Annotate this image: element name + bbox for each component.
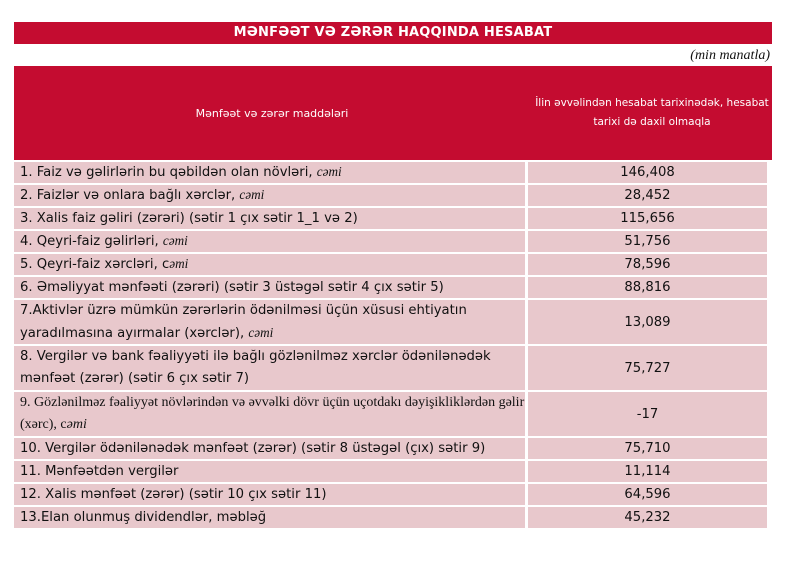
table-row: 8. Vergilər və bank fəaliyyəti ilə bağlı… [14,346,772,390]
row-label: 4. Qeyri-faiz gəlirləri, cəmi [14,231,525,252]
row-label-text: 12. Xalis mənfəət (zərər) (sətir 10 çıx … [20,486,327,502]
row-label: 8. Vergilər və bank fəaliyyəti ilə bağlı… [14,346,525,390]
row-label: 3. Xalis faiz gəliri (zərəri) (sətir 1 ç… [14,208,525,229]
row-value: 146,408 [528,162,767,183]
row-label: 7.Aktivlər üzrə mümkün zərərlərin ödənil… [14,300,525,344]
header-items: Mənfəət və zərər maddələri [195,106,349,120]
table-body: 1. Faiz və gəlirlərin bu qəbildən olan n… [14,162,772,530]
row-value: 75,710 [528,438,767,459]
row-label-suffix: cəmi [316,164,342,179]
row-label: 1. Faiz və gəlirlərin bu qəbildən olan n… [14,162,525,183]
row-label: 9. Gözlənilməz fəaliyyət növlərindən və … [14,392,525,436]
row-value: 75,727 [528,346,767,390]
row-label-suffix: cəmi [162,233,188,248]
table-row: 12. Xalis mənfəət (zərər) (sətir 10 çıx … [14,484,772,505]
row-label-text: 9. Gözlənilməz fəaliyyət növlərindən və … [20,395,525,432]
row-value: 28,452 [528,185,767,206]
table-row: 5. Qeyri-faiz xərcləri, cəmi 78,596 [14,254,772,275]
table-row: 10. Vergilər ödənilənədək mənfəət (zərər… [14,438,772,459]
row-value: 88,816 [528,277,767,298]
table-row: 6. Əməliyyat mənfəəti (zərəri) (sətir 3 … [14,277,772,298]
row-label-text: 10. Vergilər ödənilənədək mənfəət (zərər… [20,440,486,456]
table-row: 4. Qeyri-faiz gəlirləri, cəmi 51,756 [14,231,772,252]
table-row: 1. Faiz və gəlirlərin bu qəbildən olan n… [14,162,772,183]
row-label-suffix: cəmi [248,324,274,340]
row-label: 6. Əməliyyat mənfəəti (zərəri) (sətir 3 … [14,277,525,298]
row-label-suffix: cəmi [239,187,265,202]
table-row: 2. Faizlər və onlara bağlı xərclər, cəmi… [14,185,772,206]
row-label: 5. Qeyri-faiz xərcləri, cəmi [14,254,525,275]
table-row: 13.Elan olunmuş dividendlər, məbləğ 45,23… [14,507,772,528]
table-row: 9. Gözlənilməz fəaliyyət növlərindən və … [14,392,772,436]
row-label: 13.Elan olunmuş dividendlər, məbləğ [14,507,525,528]
row-value: 45,232 [528,507,767,528]
row-value: 115,656 [528,208,767,229]
row-label-text: 5. Qeyri-faiz xərcləri, c [20,257,170,272]
row-value: 64,596 [528,484,767,505]
row-value: 78,596 [528,254,767,275]
row-label: 10. Vergilər ödənilənədək mənfəət (zərər… [14,438,525,459]
row-label-text: 7.Aktivlər üzrə mümkün zərərlərin ödənil… [20,302,467,341]
row-value: 11,114 [528,461,767,482]
table-header: Mənfəət və zərər maddələri İlin əvvəlind… [14,66,772,160]
row-label-text: 4. Qeyri-faiz gəlirləri, [20,234,163,249]
row-label-text: 6. Əməliyyat mənfəəti (zərəri) (sətir 3 … [20,279,444,295]
row-value: 13,089 [528,300,767,344]
row-value: 51,756 [528,231,767,252]
row-value: -17 [528,392,767,436]
row-label-text: 2. Faizlər və onlara bağlı xərclər, [20,188,240,203]
header-period: İlin əvvəlindən hesabat tarixinədək, hes… [535,97,769,128]
row-label-suffix: əmi [169,256,189,271]
row-label: 11. Mənfəətdən vergilər [14,461,525,482]
row-label-text: 1. Faiz və gəlirlərin bu qəbildən olan n… [20,165,317,180]
row-label-text: 3. Xalis faiz gəliri (zərəri) (sətir 1 ç… [20,210,358,226]
row-label-text: 13.Elan olunmuş dividendlər, məbləğ [20,509,267,525]
table-row: 3. Xalis faiz gəliri (zərəri) (sətir 1 ç… [14,208,772,229]
table-row: 7.Aktivlər üzrə mümkün zərərlərin ödənil… [14,300,772,344]
row-label-text: 11. Mənfəətdən vergilər [20,463,179,479]
row-label: 2. Faizlər və onlara bağlı xərclər, cəmi [14,185,525,206]
row-label-text: 8. Vergilər və bank fəaliyyəti ilə bağlı… [20,349,491,386]
row-label-suffix: əmi [66,417,87,432]
report-title: MƏNFƏƏT VƏ ZƏRƏR HAQQINDA HESABAT [14,22,772,44]
unit-note: (min manatla) [690,48,770,63]
row-label: 12. Xalis mənfəət (zərər) (sətir 10 çıx … [14,484,525,505]
table-row: 11. Mənfəətdən vergilər 11,114 [14,461,772,482]
